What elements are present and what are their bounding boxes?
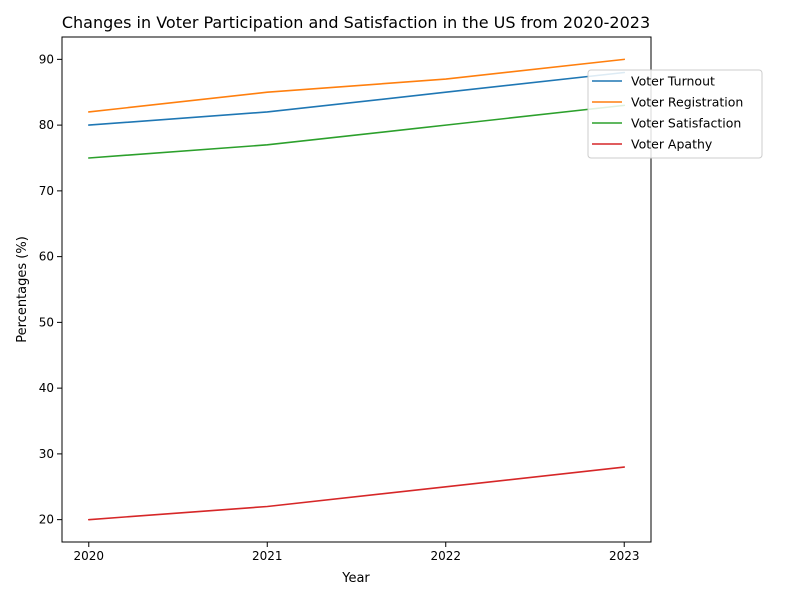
series-line-voter-satisfaction bbox=[87, 104, 626, 159]
legend: Voter Turnout Voter Registration Voter Sat… bbox=[587, 69, 763, 159]
x-axis-label: Year bbox=[341, 571, 370, 586]
y-axis-label: Percentages (%) bbox=[15, 236, 30, 343]
series-layer bbox=[87, 58, 626, 521]
x-axis: 2020 2021 2022 2023 bbox=[73, 542, 640, 563]
legend-label-voter-apathy: Voter Apathy bbox=[631, 137, 713, 152]
legend-items: Voter Turnout Voter Registration Voter Sat… bbox=[592, 74, 743, 152]
y-tick-label: 70 bbox=[39, 184, 54, 198]
legend-label-voter-registration: Voter Registration bbox=[631, 95, 743, 110]
x-tick-label: 2023 bbox=[609, 549, 640, 563]
y-tick-label: 60 bbox=[39, 250, 54, 264]
plot-area-frame bbox=[61, 36, 652, 543]
y-axis: 20 30 40 50 60 70 80 90 bbox=[39, 52, 62, 527]
series-line-voter-apathy bbox=[87, 466, 626, 521]
y-tick-label: 90 bbox=[39, 52, 54, 66]
x-tick-label: 2021 bbox=[252, 549, 283, 563]
legend-label-voter-turnout: Voter Turnout bbox=[631, 74, 715, 89]
y-tick-label: 40 bbox=[39, 381, 54, 395]
series-line-voter-turnout bbox=[87, 71, 626, 126]
chart-title: Changes in Voter Participation and Satis… bbox=[62, 13, 650, 32]
legend-label-voter-satisfaction: Voter Satisfaction bbox=[631, 116, 741, 131]
legend-box bbox=[587, 69, 763, 159]
y-tick-label: 50 bbox=[39, 315, 54, 329]
x-tick-label: 2022 bbox=[430, 549, 461, 563]
y-tick-label: 80 bbox=[39, 118, 54, 132]
series-line-voter-registration bbox=[87, 58, 626, 113]
y-tick-label: 20 bbox=[39, 513, 54, 527]
x-tick-label: 2020 bbox=[73, 549, 104, 563]
y-tick-label: 30 bbox=[39, 447, 54, 461]
